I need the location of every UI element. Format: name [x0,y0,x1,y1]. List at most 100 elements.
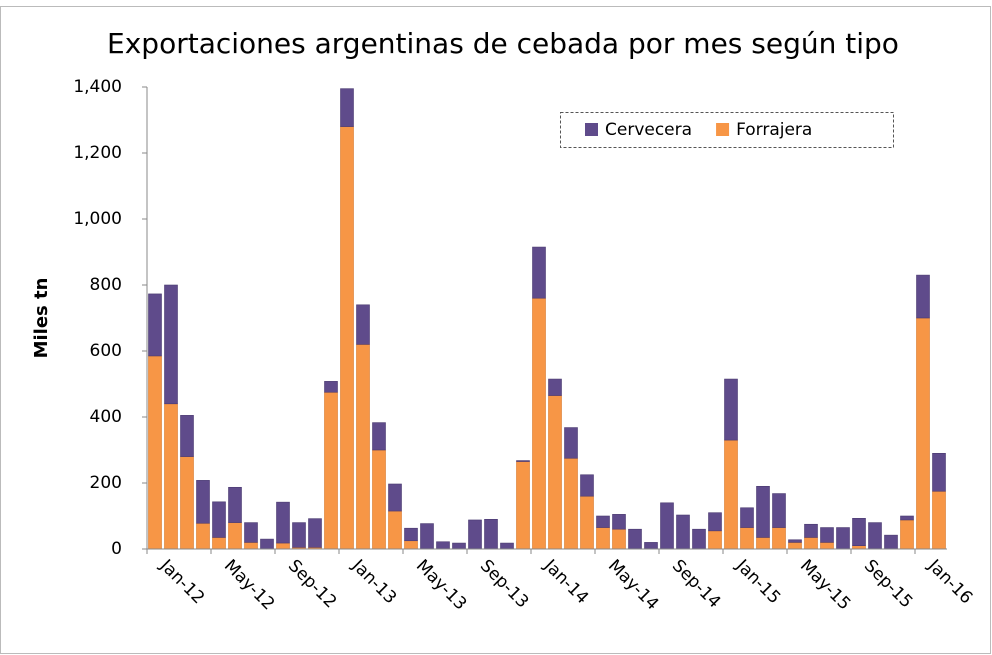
x-tick-label: May-15 [796,556,854,614]
bar-segment [580,495,594,550]
bar-segment [740,507,754,528]
y-tick-label: 1,400 [73,77,122,97]
y-tick-label: 200 [90,473,122,493]
bar-segment [884,534,898,550]
bar-segment [500,542,514,550]
bar-segment [244,542,258,550]
bar-segment [228,522,242,550]
x-tick-label: May-13 [412,556,470,614]
bar-segment [772,527,786,550]
x-tick-label: Jan-15 [731,555,784,608]
x-tick-label: Sep-15 [860,556,916,612]
bar-segment [596,527,610,550]
bar-segment [180,415,194,457]
y-tick-label: 0 [111,539,122,559]
bar-segment [468,519,482,550]
bar-segment [340,88,354,127]
frame [0,6,991,654]
bar-segment [756,537,770,550]
x-tick-label: Sep-13 [476,556,532,612]
bar-segment [612,514,626,530]
y-axis-label: Miles tn [31,278,52,359]
bar-segment [580,474,594,497]
bar-segment [356,344,370,550]
bar-segment [804,537,818,550]
bar-segment [708,530,722,550]
bar-segment [180,456,194,550]
bar-segment [164,403,178,550]
bar-segment [324,391,338,550]
bar-segment [644,542,658,550]
bar-segment [452,542,466,550]
legend-label: Cervecera [605,120,692,140]
bar-segment [404,527,418,542]
bar-segment [148,293,162,357]
x-tick-label: Jan-12 [155,555,208,608]
bar-segment [196,522,210,550]
legend-swatch [585,123,598,136]
bar-segment [932,452,946,492]
bar-segment [660,502,674,550]
bar-segment [788,539,802,543]
chart-title: Exportaciones argentinas de cebada por m… [107,27,899,60]
x-tick-label: Sep-12 [284,556,340,612]
bar-segment [276,542,290,550]
x-tick-label: Jan-16 [923,555,976,608]
bar-segment [772,493,786,528]
bar-segment [724,439,738,550]
bar-segment [356,304,370,345]
bar-segment [596,515,610,528]
bar-segment [564,427,578,459]
bar-segment [548,378,562,396]
bar-segment [804,523,818,538]
x-tick-label: Jan-14 [539,555,592,608]
bar-segment [740,527,754,550]
bar-segment [548,395,562,550]
bar-segment [388,483,402,512]
bar-segment [532,246,546,299]
bar-segment [916,317,930,550]
bar-segment [916,274,930,319]
bar-segment [292,522,306,548]
bar-segment [532,297,546,550]
bar-segment [628,528,642,550]
bar-segment [324,381,338,393]
bar-segment [260,538,274,550]
bar-segment [340,126,354,550]
legend-swatch [716,123,730,136]
bar-segment [708,512,722,532]
bar-segment [900,515,914,521]
bar-segment [436,541,450,550]
bar-segment [420,523,434,550]
bar-segment [164,284,178,405]
bar-segment [516,460,530,462]
bar-segment [932,490,946,550]
bar-segment [484,518,498,550]
bar-segment [564,457,578,550]
y-tick-label: 1,200 [73,143,122,163]
x-tick-label: May-14 [604,556,662,614]
bar-segment [676,514,690,550]
y-tick-label: 800 [90,275,122,295]
bar-segment [852,518,866,546]
bar-segment [756,485,770,538]
bar-segment [612,528,626,550]
bar-segment [900,519,914,550]
bar-segment [228,486,242,523]
bar-segment [212,501,226,538]
bar-segment [516,461,530,550]
x-tick-label: Sep-14 [668,556,724,612]
bar-segment [836,527,850,550]
bar-segment [212,537,226,550]
bar-segment [276,501,290,544]
x-tick-label: Jan-13 [347,555,400,608]
bar-segment [372,449,386,550]
bar-segment [692,528,706,550]
bar-segment [372,422,386,451]
bar-segment [788,542,802,550]
bar-segment [244,522,258,543]
bar-segment [868,522,882,550]
bar-segment [148,355,162,550]
bar-segment [820,542,834,550]
